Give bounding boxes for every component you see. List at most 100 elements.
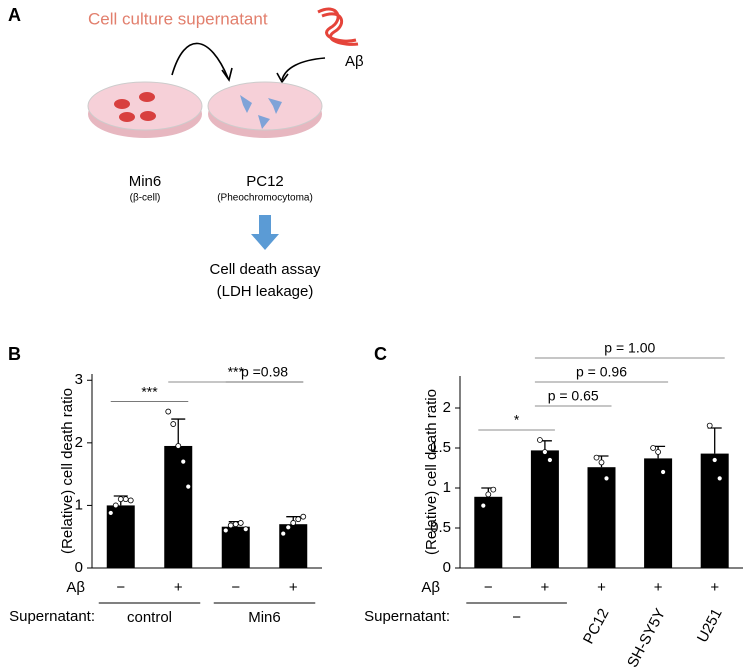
dish [87,81,203,138]
y-tick-label: 1 [75,496,83,513]
data-point [165,408,172,415]
data-point [112,502,119,509]
dish [207,81,323,138]
data-point [185,483,192,490]
data-point [285,524,292,531]
significance-label: *** [228,364,245,380]
row-label: Aβ [66,579,85,596]
data-point [237,520,244,526]
data-point [232,521,239,528]
source-detail: (β-cell) [130,193,161,204]
source-name: Min6 [129,173,162,190]
y-axis-label: (Relative) cell death ratio [423,389,440,555]
x-tick-label: + [710,579,719,596]
data-point [598,459,605,466]
data-point [175,443,182,449]
target-detail: (Pheochromocytoma) [217,193,313,204]
data-point [603,475,610,482]
arrow [281,57,326,81]
assay-name: Cell death assay [210,261,321,278]
data-point [716,475,723,482]
data-point [537,437,543,443]
significance-label: p = 0.96 [576,364,627,380]
arrow [171,42,229,79]
y-tick-label: 0 [75,559,83,576]
y-tick-label: 2 [75,434,83,451]
data-point [485,491,492,498]
y-tick-label: 0 [443,559,451,576]
assay-detail: (LDH leakage) [217,283,314,300]
group-label: PC12 [580,606,613,647]
group-label: control [127,609,172,626]
group-row-label: Supernatant: [364,608,450,625]
arrow-head [221,67,233,82]
bar [530,450,559,568]
data-point [107,510,114,516]
error-bar [171,418,186,446]
data-point [480,502,487,509]
data-point [660,469,666,475]
data-point [547,457,553,463]
significance-label: p = 0.65 [548,388,599,404]
data-point [542,449,548,455]
group-row-label: Supernatant: [9,608,95,625]
data-point [127,497,134,504]
data-point [650,445,656,451]
bar [106,505,135,568]
x-tick-label: − [231,579,240,596]
bar [474,496,503,568]
panel-label: B [8,344,21,364]
data-point [170,421,177,427]
data-point [222,527,229,534]
group-label: SH-SY5Y [624,606,669,667]
row-label: Aβ [421,579,440,596]
group-label: Min6 [248,609,281,626]
bar [164,445,193,568]
panel-label: A [8,5,21,25]
y-tick-label: 1.5 [430,439,451,456]
y-tick-label: 0.5 [430,519,451,536]
data-point [280,530,287,537]
data-point [655,449,661,455]
y-tick-label: 2 [443,399,451,416]
data-point [706,422,713,429]
data-point [227,522,234,529]
x-tick-label: − [116,579,125,596]
error-bar [707,427,722,454]
x-tick-label: + [597,579,606,596]
down-arrow [251,215,279,250]
x-tick-label: + [289,579,298,596]
x-tick-label: + [654,579,663,596]
target-name: PC12 [246,173,284,190]
significance-label: * [514,412,520,428]
data-point [242,526,249,533]
data-point [300,513,307,520]
group-label: − [512,609,521,626]
significance-label: p =0.98 [241,364,288,380]
y-tick-label: 1 [443,479,451,496]
data-point [593,454,600,461]
data-point [490,486,497,493]
bar [644,458,673,568]
panel-label: C [374,344,387,364]
data-point [295,516,302,523]
data-point [180,458,187,465]
significance-label: p = 1.00 [604,340,655,356]
arrow-head [276,72,289,84]
x-tick-label: − [484,579,493,596]
y-tick-label: 3 [75,371,83,388]
data-point [711,457,718,463]
data-point [290,520,297,526]
bar [587,467,616,568]
peptide-icon [317,7,359,46]
x-tick-label: + [541,579,550,596]
peptide-label: Aβ [345,53,364,70]
y-axis-label: (Relative) cell death ratio [59,388,76,554]
supernatant-label: Cell culture supernatant [88,9,268,28]
bar [700,453,729,568]
data-point [117,496,124,503]
data-point [122,496,129,503]
significance-label: *** [141,383,158,399]
